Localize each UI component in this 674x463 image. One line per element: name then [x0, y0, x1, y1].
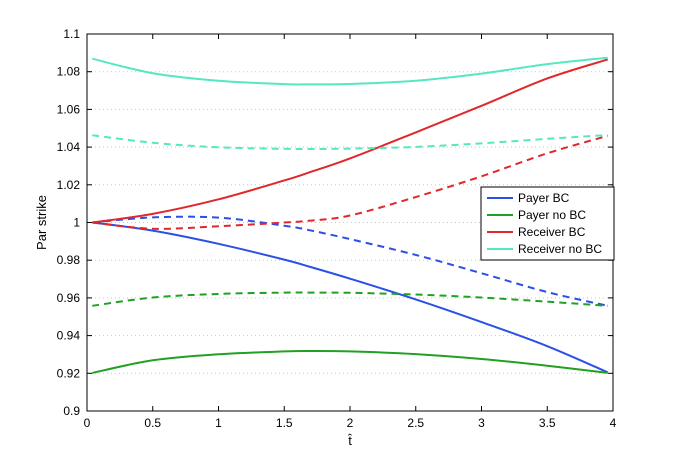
y-tick-label: 0.94 [57, 329, 81, 343]
x-tick-label: 2 [347, 416, 354, 430]
x-tick-label: 2.5 [407, 416, 424, 430]
legend-entry: Payer BC [518, 191, 570, 205]
y-tick-label: 0.92 [57, 366, 81, 380]
x-tick-label: 0 [84, 416, 91, 430]
y-tick-label: 1.06 [57, 102, 81, 116]
series-line-receiver-bc [92, 58, 609, 224]
series-group [92, 56, 609, 374]
y-tick-label: 0.9 [63, 404, 80, 418]
x-tick-label: 0.5 [144, 416, 161, 430]
series-line-payer-bc [92, 221, 609, 374]
legend: Payer BC Payer no BC Receiver BC Receiver n… [480, 186, 615, 261]
y-tick-label: 0.98 [57, 253, 81, 267]
series-line-payer-no-bc-dashed [92, 291, 608, 307]
x-tick-label: 1.5 [276, 416, 293, 430]
series-line-receiver-no-bc [92, 56, 608, 86]
legend-entry: Receiver BC [518, 225, 586, 239]
series-line-payer-no-bc [92, 350, 608, 374]
legend-box [480, 186, 615, 261]
x-tick-label: 3.5 [539, 416, 556, 430]
x-tick-label: 4 [610, 416, 617, 430]
y-tick-label: 0.96 [57, 291, 81, 305]
y-tick-label: 1.02 [57, 178, 81, 192]
series-line-receiver-no-bc-dashed [92, 134, 608, 151]
ticks: 0.9 0.92 0.94 0.96 0.98 1 1.02 1.04 1.06 1.08 1.1 0… [57, 27, 617, 430]
legend-entry: Receiver no BC [518, 242, 602, 256]
x-tick-label: 1 [215, 416, 222, 430]
y-tick-label: 1.1 [63, 27, 80, 41]
y-axis-label: Par strike [34, 195, 49, 250]
y-tick-label: 1.04 [57, 140, 81, 154]
x-tick-label: 3 [478, 416, 485, 430]
y-tick-label: 1 [73, 216, 80, 230]
x-axis-label: t̂ [347, 433, 353, 448]
legend-entry: Payer no BC [518, 208, 586, 222]
y-tick-label: 1.08 [57, 65, 81, 79]
